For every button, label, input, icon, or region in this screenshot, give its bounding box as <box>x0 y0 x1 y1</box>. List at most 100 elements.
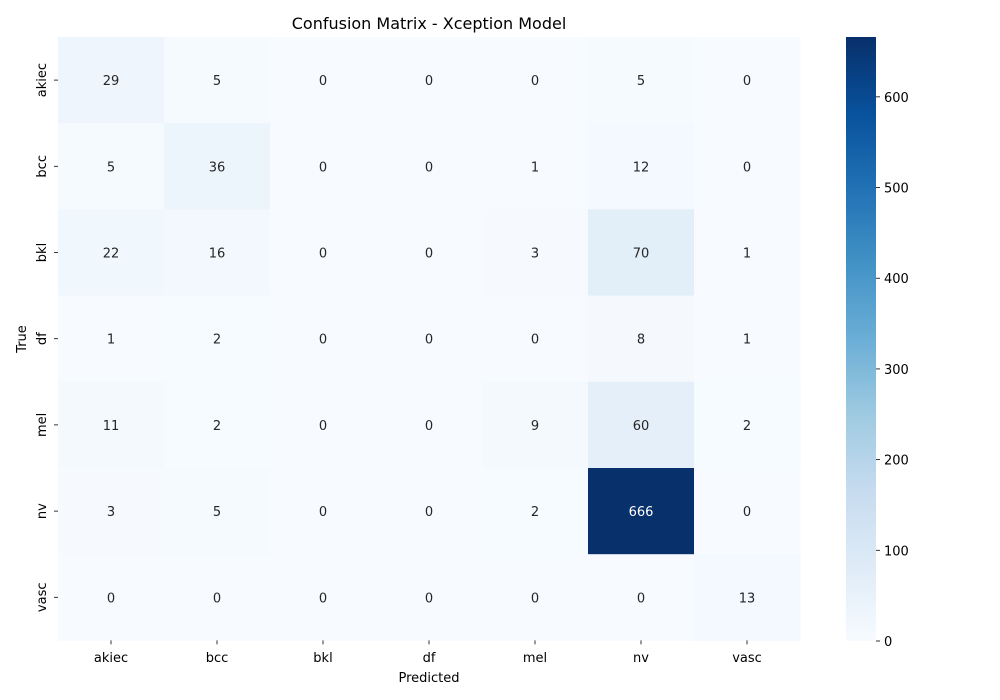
y-tick-label: akiec <box>35 63 50 97</box>
cell-value-label: 16 <box>209 247 226 262</box>
cell-value-label: 0 <box>319 419 327 434</box>
cell-value-label: 5 <box>637 74 645 89</box>
heatmap-cell <box>58 209 165 297</box>
cell-value-label: 3 <box>531 247 539 262</box>
cell-value-label: 5 <box>107 160 115 175</box>
cell-value-label: 2 <box>743 419 751 434</box>
cell-value-label: 1 <box>743 247 751 262</box>
cell-value-label: 0 <box>425 591 433 606</box>
x-tick-label: mel <box>523 651 547 666</box>
x-tick-label: akiec <box>94 651 128 666</box>
cell-value-label: 60 <box>633 419 650 434</box>
colorbar-ticks: 0 100 200 300 400 500 600 <box>876 91 909 650</box>
colorbar-tick-label: 500 <box>884 182 909 197</box>
cell-value-label: 666 <box>629 505 654 520</box>
cell-value-label: 2 <box>213 333 221 348</box>
heatmap-cell <box>270 209 377 297</box>
cell-value-label: 1 <box>107 333 115 348</box>
x-tick-label: bkl <box>313 651 332 666</box>
heatmap-cell <box>164 123 271 210</box>
heatmap-cell <box>376 295 483 383</box>
cell-value-label: 0 <box>319 591 327 606</box>
heatmap-cells: 29 5 0 0 0 5 05 36 0 0 1 12 022 16 0 0 3 70 11 2 0 0 0 8 111 2 0 0 9… <box>58 37 801 641</box>
heatmap-cell <box>482 37 589 124</box>
chart-title: Confusion Matrix - Xception Model <box>292 14 567 33</box>
x-tick-label: bcc <box>206 651 229 666</box>
y-axis-label: True <box>15 325 30 354</box>
heatmap-cell <box>694 123 801 210</box>
y-tick-label: bcc <box>35 155 50 178</box>
cell-value-label: 0 <box>319 333 327 348</box>
heatmap-cell <box>164 37 271 124</box>
heatmap-cell <box>376 381 483 469</box>
heatmap-cell <box>376 554 483 641</box>
heatmap-cell <box>58 123 165 210</box>
heatmap-cell <box>588 209 695 297</box>
colorbar-tick-label: 400 <box>884 272 909 287</box>
heatmap-cell <box>376 123 483 210</box>
cell-value-label: 0 <box>319 160 327 175</box>
cell-value-label: 0 <box>637 591 645 606</box>
cell-value-label: 12 <box>633 160 650 175</box>
heatmap-cell <box>58 37 165 124</box>
heatmap-cell <box>588 37 695 124</box>
cell-value-label: 3 <box>107 505 115 520</box>
cell-value-label: 0 <box>531 591 539 606</box>
heatmap-cell <box>58 381 165 469</box>
heatmap-cell <box>376 468 483 555</box>
heatmap-cell <box>164 381 271 469</box>
heatmap-cell <box>482 554 589 641</box>
colorbar-tick-label: 0 <box>884 635 892 650</box>
y-tick-label: bkl <box>35 243 50 262</box>
cell-value-label: 0 <box>107 591 115 606</box>
cell-value-label: 0 <box>743 505 751 520</box>
cell-value-label: 2 <box>213 419 221 434</box>
cell-value-label: 2 <box>531 505 539 520</box>
cell-value-label: 0 <box>319 247 327 262</box>
heatmap-cell <box>694 381 801 469</box>
heatmap-cell <box>694 295 801 383</box>
heatmap-cell <box>58 468 165 555</box>
heatmap-cell <box>482 123 589 210</box>
colorbar-tick-label: 100 <box>884 544 909 559</box>
cell-value-label: 1 <box>531 160 539 175</box>
heatmap-cell <box>376 37 483 124</box>
cell-value-label: 0 <box>425 505 433 520</box>
y-tick-label: vasc <box>35 583 50 613</box>
cell-value-label: 9 <box>531 419 539 434</box>
cell-value-label: 70 <box>633 247 650 262</box>
cell-value-label: 22 <box>103 247 120 262</box>
y-tick-label: nv <box>35 503 50 519</box>
cell-value-label: 0 <box>743 160 751 175</box>
x-tick-label: nv <box>633 651 649 666</box>
heatmap-cell <box>482 209 589 297</box>
heatmap-cell <box>270 295 377 383</box>
cell-value-label: 5 <box>213 74 221 89</box>
cell-value-label: 0 <box>425 247 433 262</box>
heatmap-cell <box>694 209 801 297</box>
heatmap-cell <box>270 123 377 210</box>
heatmap-cell <box>482 381 589 469</box>
cell-value-label: 0 <box>743 74 751 89</box>
cell-value-label: 5 <box>213 505 221 520</box>
heatmap-cell <box>588 123 695 210</box>
cell-value-label: 0 <box>319 505 327 520</box>
cell-value-label: 0 <box>531 333 539 348</box>
cell-value-label: 0 <box>319 74 327 89</box>
heatmap-cell <box>270 381 377 469</box>
x-tick-labels: akiec bcc bkl df mel nv vasc <box>94 640 762 666</box>
heatmap-cell <box>270 554 377 641</box>
colorbar-tick-label: 200 <box>884 454 909 469</box>
x-tick-label: df <box>423 651 436 666</box>
cell-value-label: 8 <box>637 333 645 348</box>
heatmap-cell <box>694 468 801 555</box>
cell-value-label: 0 <box>425 419 433 434</box>
colorbar-tick-label: 300 <box>884 363 909 378</box>
heatmap-cell <box>588 554 695 641</box>
colorbar <box>846 37 876 641</box>
colorbar-tick-label: 600 <box>884 91 909 106</box>
heatmap-cell <box>58 295 165 383</box>
cell-value-label: 29 <box>103 74 120 89</box>
cell-value-label: 1 <box>743 333 751 348</box>
heatmap-cell <box>270 37 377 124</box>
